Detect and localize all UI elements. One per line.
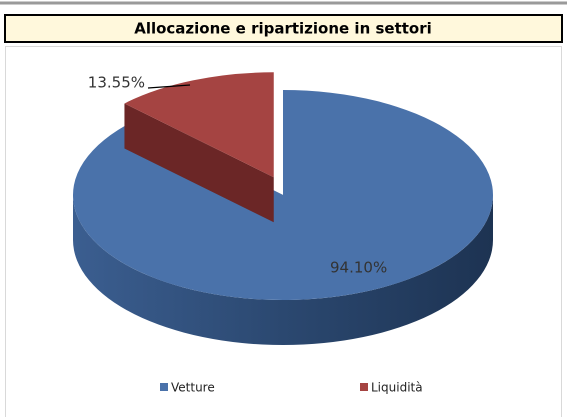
legend-swatch [360, 383, 368, 391]
pie [72, 72, 493, 345]
legend-label: Vetture [171, 381, 215, 395]
leader-line [147, 84, 191, 89]
slice-face [124, 103, 274, 223]
slice-side [73, 195, 493, 345]
title-box [4, 14, 563, 43]
data-label: 94.10% [330, 259, 387, 277]
legend-label: Liquidità [371, 381, 423, 395]
slice [124, 72, 274, 178]
data-label: 13.55% [88, 74, 145, 92]
legend-swatch [160, 383, 168, 391]
chart-title: Allocazione e ripartizione in settori [134, 20, 432, 38]
slice [72, 90, 493, 301]
